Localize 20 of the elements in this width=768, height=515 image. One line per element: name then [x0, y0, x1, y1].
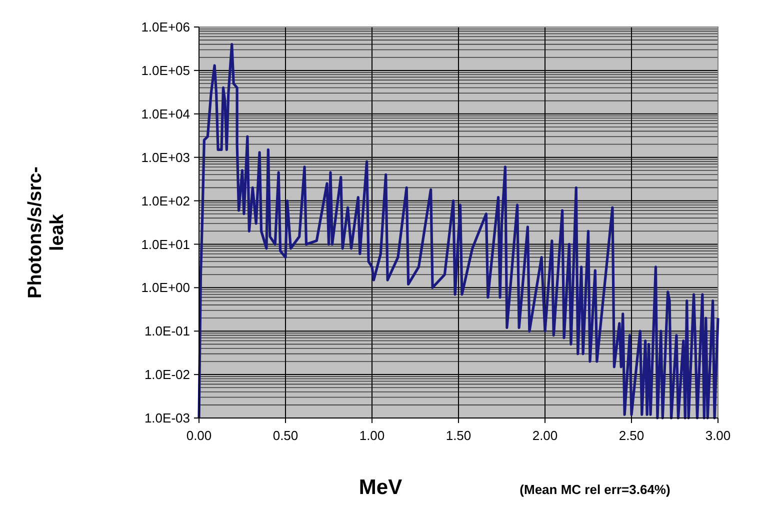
- y-tick-label: 1.0E+04: [141, 106, 190, 122]
- y-tick-label: 1.0E-03: [144, 410, 190, 426]
- y-tick-label: 1.0E+01: [141, 236, 190, 252]
- text: (Mean MC rel err=3.64%): [520, 482, 670, 497]
- x-axis-title: MeV: [358, 476, 402, 499]
- x-tick-label: 0.00: [186, 428, 212, 443]
- x-tick-label: 1.50: [446, 428, 472, 443]
- y-tick-label: 1.0E+03: [141, 150, 190, 165]
- x-tick-label: 1.00: [359, 428, 385, 443]
- y-tick-label: 1.0E+06: [141, 20, 190, 35]
- y-tick-label: 1.0E+02: [141, 193, 190, 208]
- y-tick-label: 1.0E-02: [144, 367, 190, 382]
- y-tick-label: 1.0E-01: [144, 324, 190, 339]
- y-tick-label: 1.0E+00: [141, 280, 190, 296]
- x-tick-label: 0.50: [272, 428, 298, 443]
- y-tick-label: 1.0E+05: [141, 62, 190, 78]
- x-tick-label: 2.00: [532, 428, 558, 443]
- x-tick-label: 2.50: [618, 428, 644, 443]
- y-axis-title: Photons/s/src-leak: [25, 166, 68, 298]
- x-tick-label: 3.00: [705, 428, 731, 443]
